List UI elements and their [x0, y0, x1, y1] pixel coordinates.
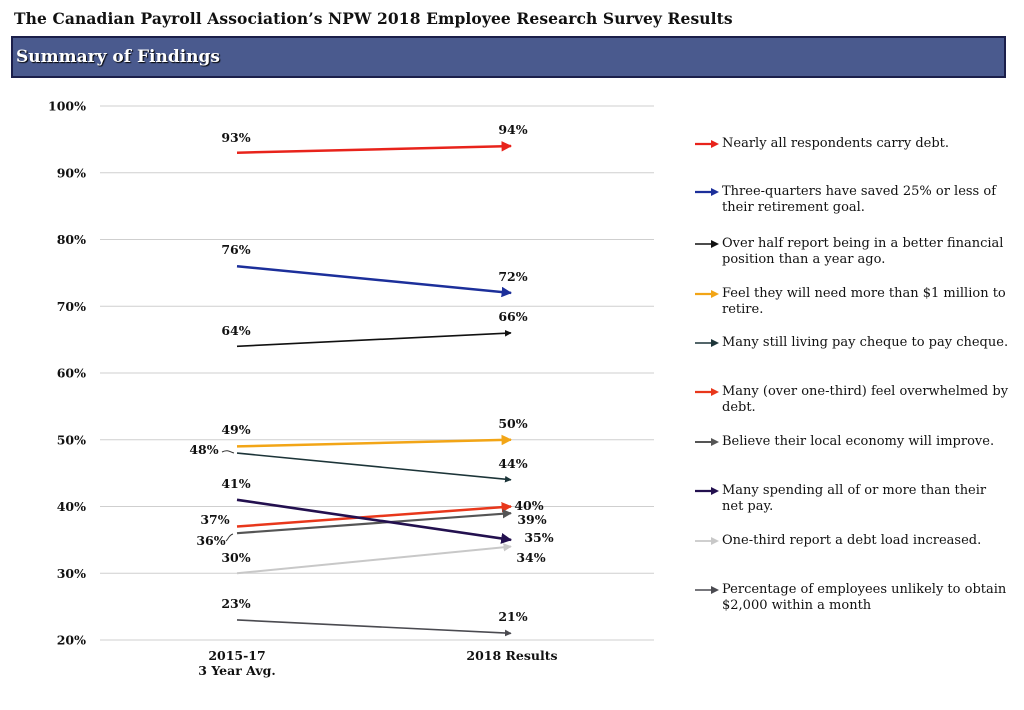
legend-item: Over half report being in a better finan… — [695, 236, 1011, 268]
legend-label: Believe their local economy will improve… — [722, 434, 995, 449]
legend-arrow-head — [711, 339, 719, 347]
legend-item: Many still living pay cheque to pay cheq… — [695, 335, 1011, 351]
data-label: 64% — [221, 323, 250, 338]
data-label: 48% — [189, 442, 218, 457]
legend-arrow-icon — [695, 290, 719, 298]
banner-title: Summary of Findings — [16, 47, 220, 67]
y-tick-label: 30% — [57, 566, 86, 581]
y-tick-label: 40% — [57, 499, 86, 514]
data-label: 76% — [221, 242, 250, 257]
y-tick-label: 60% — [57, 366, 86, 381]
data-label: 94% — [498, 122, 527, 137]
data-label: 40% — [514, 498, 543, 513]
legend-item: One-third report a debt load increased. — [695, 533, 1011, 549]
legend-item: Many (over one-third) feel overwhelmed b… — [695, 384, 1011, 416]
legend-item: Many spending all of or more than their … — [695, 483, 1011, 515]
series-line — [236, 501, 513, 528]
legend-label: Three-quarters have saved 25% or less of… — [722, 184, 997, 215]
data-label: 44% — [498, 456, 527, 471]
series-line — [236, 498, 513, 544]
legend-item: Three-quarters have saved 25% or less of… — [695, 184, 1011, 216]
data-label: 36% — [196, 533, 225, 548]
data-label: 30% — [221, 550, 250, 565]
data-label: 35% — [524, 530, 553, 545]
data-label: 66% — [498, 309, 527, 324]
x-tick-label: 3 Year Avg. — [198, 663, 275, 678]
legend-item: Nearly all respondents carry debt. — [695, 136, 1011, 152]
section-banner: Summary of Findings — [11, 36, 1006, 78]
series-line — [236, 329, 512, 348]
y-tick-label: 80% — [57, 232, 86, 247]
legend-item: Believe their local economy will improve… — [695, 434, 1011, 450]
legend-arrow-head — [711, 586, 719, 594]
legend-arrow-icon — [695, 339, 719, 347]
x-tick-label: 2015-17 — [208, 648, 265, 663]
legend-arrow-head — [711, 240, 719, 248]
y-tick-label: 90% — [57, 165, 86, 180]
legend-arrow-icon — [695, 586, 719, 594]
legend-label: Percentage of employees unlikely to obta… — [722, 582, 1007, 613]
legend-arrow-head — [711, 290, 719, 298]
data-label: 50% — [498, 416, 527, 431]
y-tick-label: 20% — [57, 633, 86, 648]
page-title: The Canadian Payroll Association’s NPW 2… — [14, 9, 733, 28]
data-label: 93% — [221, 130, 250, 145]
data-label: 21% — [498, 609, 527, 624]
legend-label: Nearly all respondents carry debt. — [722, 136, 950, 151]
legend-label: Feel they will need more than $1 million… — [722, 286, 1006, 317]
x-tick-label: 2018 Results — [466, 648, 557, 663]
series-line — [236, 509, 512, 535]
legend-item: Percentage of employees unlikely to obta… — [695, 582, 1011, 614]
legend-arrow-head — [711, 487, 719, 495]
legend-arrow-icon — [695, 240, 719, 248]
series-line — [236, 141, 513, 154]
y-tick-label: 50% — [57, 432, 86, 447]
label-leader — [221, 450, 235, 454]
data-label: 41% — [221, 476, 250, 491]
legend-arrow-head — [711, 388, 719, 396]
legend-arrow-icon — [695, 388, 719, 396]
legend-arrow-head — [711, 537, 719, 545]
data-label: 34% — [516, 550, 545, 565]
series-line — [236, 434, 513, 448]
legend-label: Many (over one-third) feel overwhelmed b… — [722, 384, 1009, 415]
legend-label: Many spending all of or more than their … — [722, 483, 987, 514]
legend-arrow-icon — [695, 438, 719, 446]
data-label: 23% — [221, 596, 250, 611]
data-label: 72% — [498, 269, 527, 284]
legend-arrow-icon — [695, 188, 719, 196]
series-line — [236, 452, 512, 483]
y-tick-label: 100% — [48, 99, 86, 114]
legend-label: Many still living pay cheque to pay cheq… — [722, 335, 1009, 350]
data-label: 37% — [200, 512, 229, 527]
legend-arrow-icon — [695, 537, 719, 545]
legend-arrow-icon — [695, 487, 719, 495]
legend-label: One-third report a debt load increased. — [722, 533, 982, 548]
y-tick-label: 70% — [57, 299, 86, 314]
series-line — [236, 543, 512, 575]
legend-arrow-head — [711, 438, 719, 446]
legend-item: Feel they will need more than $1 million… — [695, 286, 1011, 318]
data-label: 49% — [221, 422, 250, 437]
legend-label: Over half report being in a better finan… — [722, 236, 1004, 267]
legend-arrow-icon — [695, 140, 719, 148]
legend-arrow-head — [711, 188, 719, 196]
legend-arrow-head — [711, 140, 719, 148]
data-label: 39% — [517, 512, 546, 527]
series-line — [236, 619, 512, 637]
series-line — [236, 264, 513, 298]
label-leader — [225, 533, 234, 542]
